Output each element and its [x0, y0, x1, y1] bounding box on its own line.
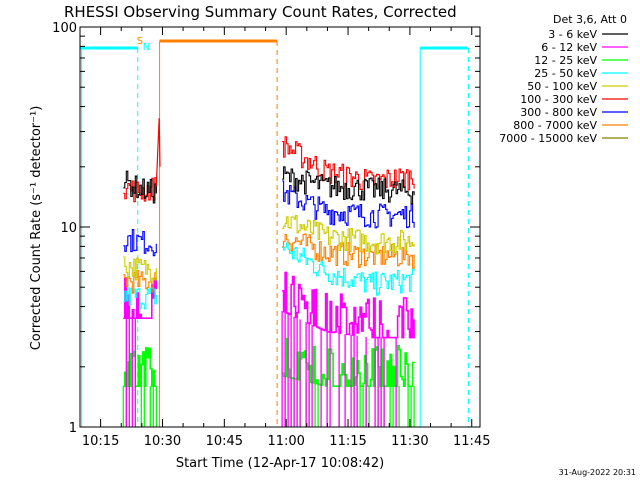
series-line — [282, 337, 415, 387]
x-tick-label: 10:30 — [144, 434, 181, 449]
flag-n-label: N — [143, 42, 150, 53]
legend-label: 50 - 100 keV — [527, 80, 597, 93]
plot-marks: SN — [80, 36, 469, 427]
x-tick-label: 10:45 — [206, 434, 243, 449]
legend-label: 300 - 800 keV — [520, 106, 597, 119]
legend-label: 25 - 50 keV — [534, 67, 597, 80]
y-tick-label: 100 — [52, 21, 77, 36]
x-tick-label: 10:15 — [82, 434, 119, 449]
legend-title: Det 3,6, Att 0 — [553, 13, 627, 26]
series-50-100-kev — [123, 215, 415, 283]
chart-title: RHESSI Observing Summary Count Rates, Co… — [64, 3, 457, 21]
flag-s-label: S — [137, 36, 143, 47]
x-axis: 10:15 10:30 10:45 11:00 11:15 11:30 11:45 — [82, 27, 490, 449]
legend-label: 800 - 7000 keV — [513, 119, 597, 132]
legend-label: 100 - 300 keV — [520, 93, 597, 106]
series-300-800-kev — [123, 180, 415, 257]
series-800-7000-kev — [123, 233, 415, 294]
y-tick-label: 1 — [69, 421, 77, 436]
flare-spike — [155, 118, 161, 187]
x-tick-label: 11:30 — [391, 434, 428, 449]
series-line — [282, 166, 415, 205]
x-tick-label: 11:45 — [453, 434, 490, 449]
series-line — [282, 180, 415, 229]
x-axis-label: Start Time (12-Apr-17 10:08:42) — [176, 456, 384, 471]
series-line — [123, 229, 157, 257]
x-tick-label: 11:15 — [329, 434, 366, 449]
series-line — [282, 215, 415, 255]
legend-label: 12 - 25 keV — [534, 54, 597, 67]
y-tick-label: 10 — [60, 221, 77, 236]
series-100-300-kev — [123, 136, 415, 203]
series-12-25-kev — [122, 337, 415, 427]
x-tick-label: 11:00 — [267, 434, 304, 449]
series-line — [282, 271, 415, 339]
legend-label: 3 - 6 keV — [548, 28, 597, 41]
series-line — [123, 256, 157, 283]
series-line — [282, 136, 415, 191]
series-line — [282, 242, 415, 296]
series-25-50-kev — [123, 242, 415, 310]
series-3-6-kev — [123, 166, 415, 205]
series-line — [123, 347, 157, 387]
legend-label: 7000 - 15000 keV — [499, 132, 597, 145]
y-axis-label: Corrected Count Rate (s⁻¹ detector⁻¹) — [29, 106, 44, 351]
legend-label: 6 - 12 keV — [541, 41, 597, 54]
y-axis: 1 10 100 — [52, 21, 480, 436]
series-line — [123, 170, 157, 204]
timestamp: 31-Aug-2022 20:31 — [559, 468, 636, 477]
series-6-12-kev — [123, 271, 415, 427]
